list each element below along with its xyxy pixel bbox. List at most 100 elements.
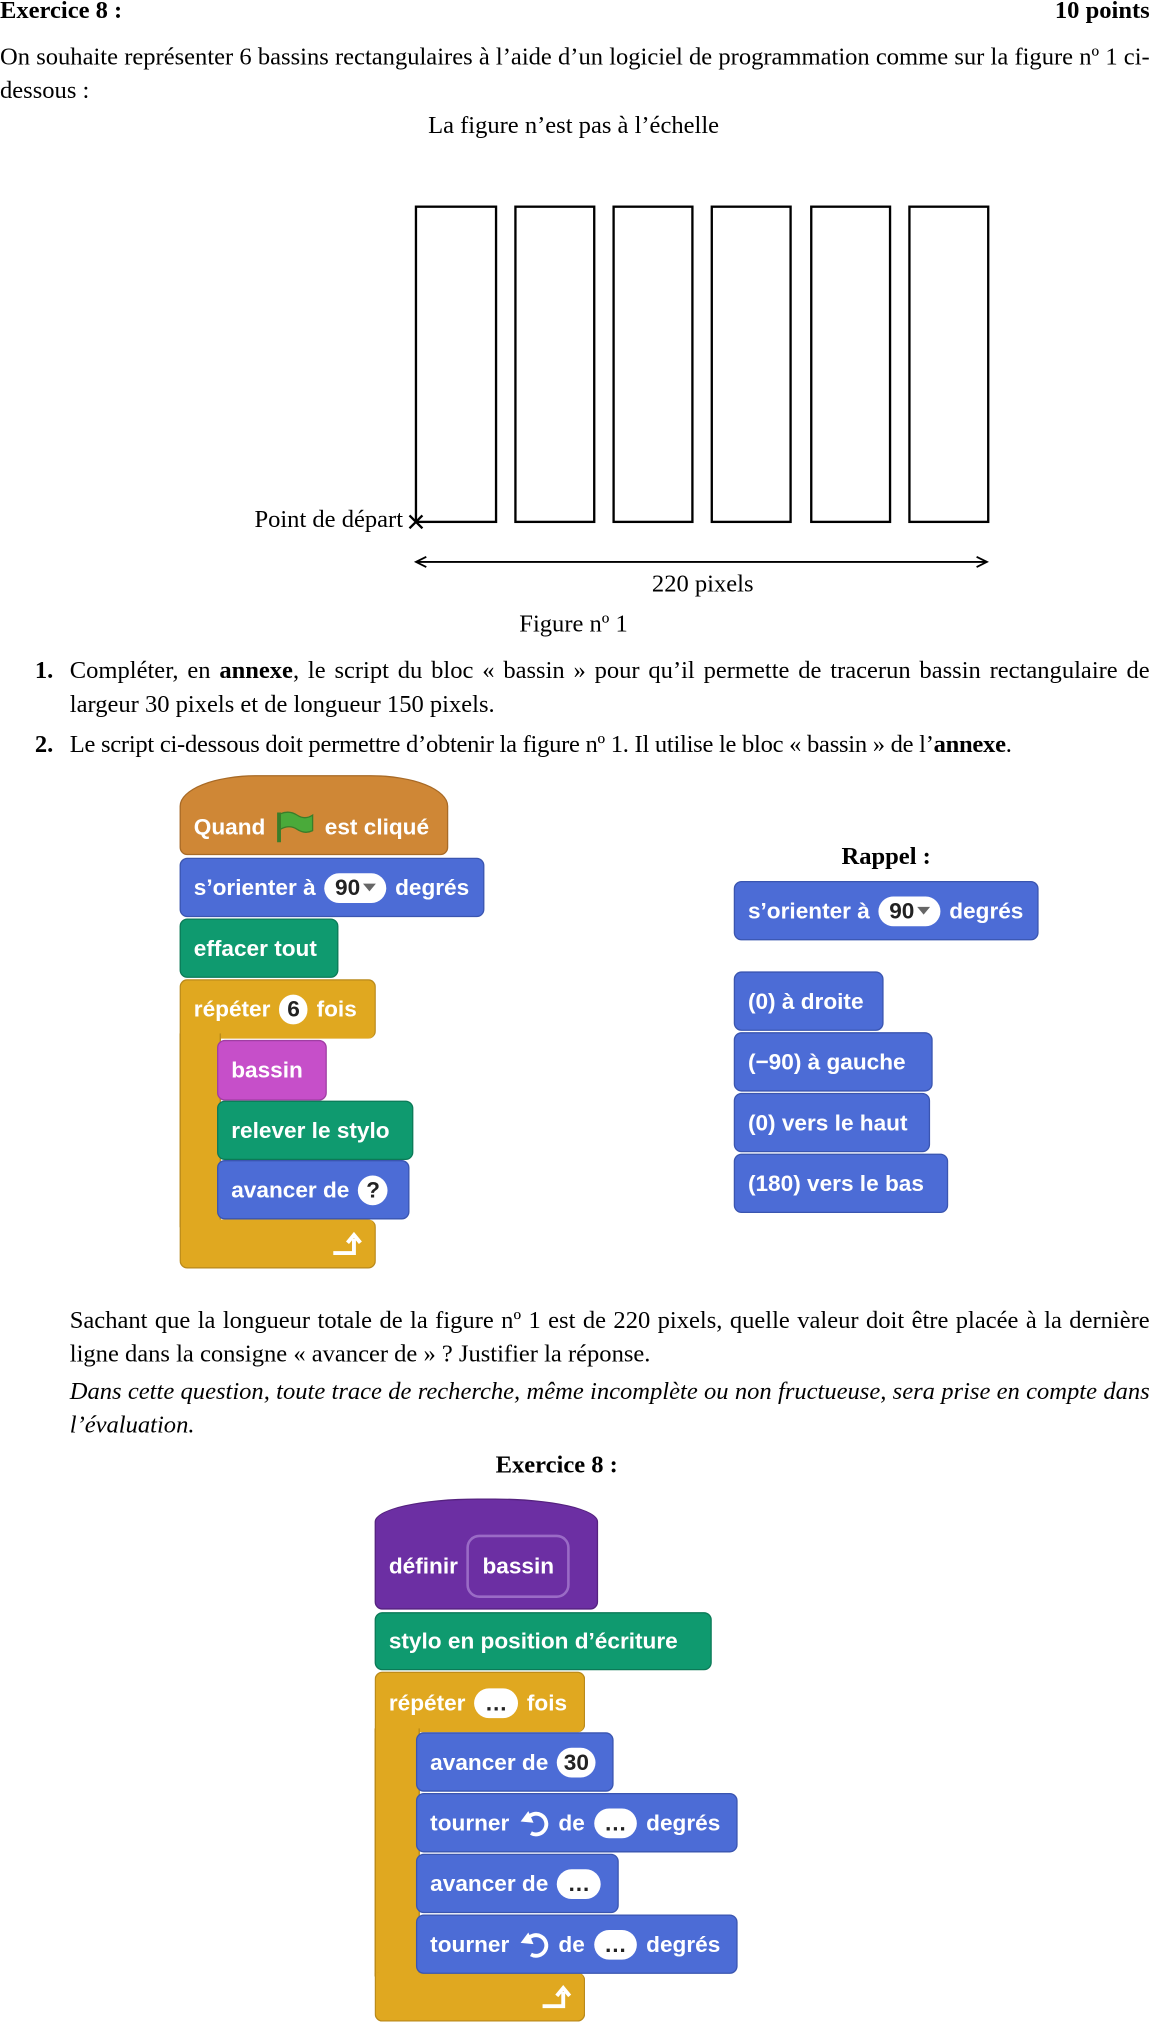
block-text: s’orienter à (748, 897, 870, 924)
block-text: répéter (389, 1689, 466, 1716)
question-number: 1. (35, 655, 53, 689)
input-value: ? (366, 1176, 380, 1203)
repeat-arm (180, 1033, 221, 1227)
motion-block: avancer de 30 (416, 1732, 614, 1791)
block-text: Quand (194, 813, 266, 840)
block-text: fois (317, 996, 357, 1023)
block-text: (0) à droite (748, 988, 864, 1015)
turn-icon (518, 1929, 549, 1960)
figure-caption: Figure nº 1 (444, 608, 702, 642)
block-text: fois (527, 1689, 567, 1716)
hat-block: Quand est cliqué (180, 775, 449, 855)
width-label: 220 pixels (574, 568, 832, 602)
basin (811, 207, 890, 522)
repeat-block: répéter 6 fois (180, 979, 376, 1038)
block-text: (0) vers le haut (748, 1109, 908, 1136)
basin (712, 207, 791, 522)
repeat-arm (375, 1728, 420, 1976)
annex-title: Exercice 8 : (428, 1449, 686, 1483)
block-text: relever le stylo (231, 1117, 389, 1144)
green-flag (274, 810, 315, 844)
input: … (594, 1808, 637, 1838)
text: . (1006, 731, 1012, 758)
motion-block: s’orienter à 90 degrés (180, 858, 485, 917)
dropdown (363, 882, 376, 892)
input: … (557, 1869, 600, 1899)
repeat-block: répéter … fois (375, 1672, 586, 1733)
input: … (594, 1929, 637, 1959)
question-1: Compléter, en annexe, le script du bloc … (70, 655, 1150, 722)
reminder-title: Rappel : (757, 841, 1015, 875)
block-text: stylo en position d’écriture (389, 1628, 678, 1655)
block-text: degrés (395, 874, 469, 901)
start-label: Point de départ (254, 504, 403, 538)
block-text: (−90) à gauche (748, 1048, 906, 1075)
block-text: bassin (231, 1057, 303, 1084)
direction-block: (−90) à gauche (734, 1032, 933, 1091)
block-text: s’orienter à (194, 874, 316, 901)
block-text: répéter (194, 996, 271, 1023)
question-2-text: Sachant que la longueur totale de la fig… (70, 1305, 1150, 1372)
loop-arrow (331, 1230, 365, 1256)
input: 6 (279, 995, 307, 1025)
direction-block: (180) vers le bas (734, 1154, 948, 1213)
block-text: de (558, 1809, 584, 1836)
input-value: … (485, 1689, 508, 1716)
direction-block: (0) à droite (734, 971, 884, 1030)
define-block: définir bassin (375, 1498, 598, 1609)
block-text: bassin (482, 1552, 554, 1578)
question-number: 2. (35, 729, 53, 763)
input: … (475, 1688, 518, 1718)
dropdown (917, 906, 930, 916)
input-value: 6 (287, 996, 300, 1023)
block-text: effacer tout (194, 935, 317, 962)
input-value: 90 (335, 874, 360, 901)
dimension-arrow (416, 557, 987, 567)
direction-block: (0) vers le haut (734, 1093, 930, 1152)
basin (515, 207, 594, 522)
repeat-end (375, 1973, 586, 2022)
text-bold: annexe (934, 731, 1006, 758)
turn-icon (518, 1807, 549, 1838)
repeat-end (180, 1219, 376, 1268)
pen-block: stylo en position d’écriture (375, 1612, 712, 1670)
question-2: Le script ci-dessous doit permettre d’ob… (70, 729, 1150, 763)
block-text: avancer de (430, 1748, 548, 1775)
input: 90 (325, 873, 386, 903)
block-text: avancer de (231, 1176, 349, 1203)
basin (416, 207, 496, 522)
pen-block: relever le stylo (217, 1101, 413, 1160)
block-text: degrés (646, 1809, 720, 1836)
text: Le script ci-dessous doit permettre d’ob… (70, 731, 934, 758)
input-value: … (604, 1809, 627, 1836)
pen-block: effacer tout (180, 918, 339, 977)
motion-block: s’orienter à 90 degrés (734, 881, 1039, 940)
input: 90 (879, 896, 940, 926)
loop-arrow (540, 1984, 574, 2010)
basin (614, 207, 693, 522)
block-text: degrés (949, 897, 1023, 924)
input-value: … (604, 1931, 627, 1958)
text: Compléter, en (70, 658, 220, 685)
motion-block: avancer de ? (217, 1160, 409, 1219)
text-bold: annexe (219, 658, 293, 685)
block-text: de (558, 1931, 584, 1958)
input-value: 30 (564, 1748, 589, 1775)
motion-block: avancer de … (416, 1854, 619, 1913)
input: ? (358, 1175, 387, 1205)
basin (909, 207, 988, 522)
input-value: 90 (889, 897, 914, 924)
block-text: avancer de (430, 1870, 548, 1897)
block-text: degrés (646, 1931, 720, 1958)
input-value: … (568, 1870, 591, 1897)
block-text: tourner (430, 1931, 509, 1958)
figure (0, 0, 1150, 646)
block-text: tourner (430, 1809, 509, 1836)
custom-block: bassin (217, 1040, 327, 1101)
block-text: définir (389, 1552, 458, 1579)
define-name: bassin (467, 1534, 570, 1597)
question-2-note: Dans cette question, toute trace de rech… (70, 1376, 1150, 1443)
motion-block: tourner de … degrés (416, 1914, 738, 1973)
block-text: est cliqué (325, 813, 429, 840)
